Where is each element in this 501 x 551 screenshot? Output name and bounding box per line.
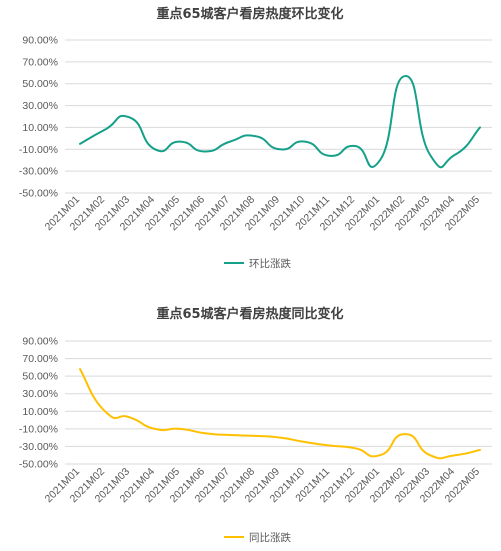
data-point <box>79 143 81 145</box>
y-tick-label: 70.00% <box>22 353 58 365</box>
data-point <box>279 148 281 150</box>
y-tick-label: 50.00% <box>22 371 58 383</box>
data-point <box>204 150 206 152</box>
series-line <box>79 75 481 169</box>
y-tick-label: 30.00% <box>22 388 58 400</box>
y-tick-label: 10.00% <box>22 122 58 134</box>
data-point <box>429 154 431 156</box>
y-tick-label: 30.00% <box>22 100 58 112</box>
data-point <box>179 428 181 430</box>
data-point <box>304 140 306 142</box>
chart-2: 重点65城客户看房热度同比变化 90.00% 70.00% 50.00% 30.00% 1… <box>19 306 492 544</box>
y-tick-label: 70.00% <box>22 56 58 68</box>
legend-label: 同比涨跌 <box>249 531 291 544</box>
data-point <box>179 140 181 142</box>
data-point <box>329 444 331 446</box>
data-point <box>329 155 331 157</box>
data-point <box>404 433 406 435</box>
data-point <box>379 159 381 161</box>
y-tick-label: -50.00% <box>19 188 58 200</box>
data-point <box>254 135 256 137</box>
data-point <box>354 145 356 147</box>
data-point <box>229 140 231 142</box>
chart-title: 重点65城客户看房热度环比变化 <box>156 6 343 22</box>
series-line <box>79 368 481 460</box>
data-point <box>479 449 481 451</box>
y-tick-label: -10.00% <box>19 423 58 435</box>
data-point <box>129 116 131 118</box>
chart-title: 重点65城客户看房热度同比变化 <box>156 306 343 322</box>
data-point <box>304 441 306 443</box>
y-tick-label: 10.00% <box>22 406 58 418</box>
y-tick-label: 50.00% <box>22 78 58 90</box>
legend-label: 环比涨跌 <box>249 257 291 270</box>
data-point <box>429 454 431 456</box>
data-point <box>454 454 456 456</box>
data-point <box>104 128 106 130</box>
data-point <box>404 75 406 77</box>
data-point <box>354 447 356 449</box>
data-point <box>479 126 481 128</box>
y-tick-label: 90.00% <box>22 35 58 47</box>
data-point <box>279 436 281 438</box>
y-tick-label: -50.00% <box>19 459 58 471</box>
data-point <box>454 154 456 156</box>
data-point <box>79 368 81 370</box>
y-tick-label: 90.00% <box>22 336 58 348</box>
data-point <box>229 434 231 436</box>
data-point <box>204 432 206 434</box>
data-point <box>154 428 156 430</box>
data-point <box>154 148 156 150</box>
data-point <box>379 454 381 456</box>
y-tick-label: -30.00% <box>19 166 58 178</box>
y-tick-label: -10.00% <box>19 144 58 156</box>
data-point <box>254 435 256 437</box>
data-point <box>129 416 131 418</box>
chart-1: 重点65城客户看房热度环比变化 90.00% 70.00% 50.00% 30.00% 1… <box>19 6 492 270</box>
y-tick-label: -30.00% <box>19 441 58 453</box>
data-point <box>104 410 106 412</box>
